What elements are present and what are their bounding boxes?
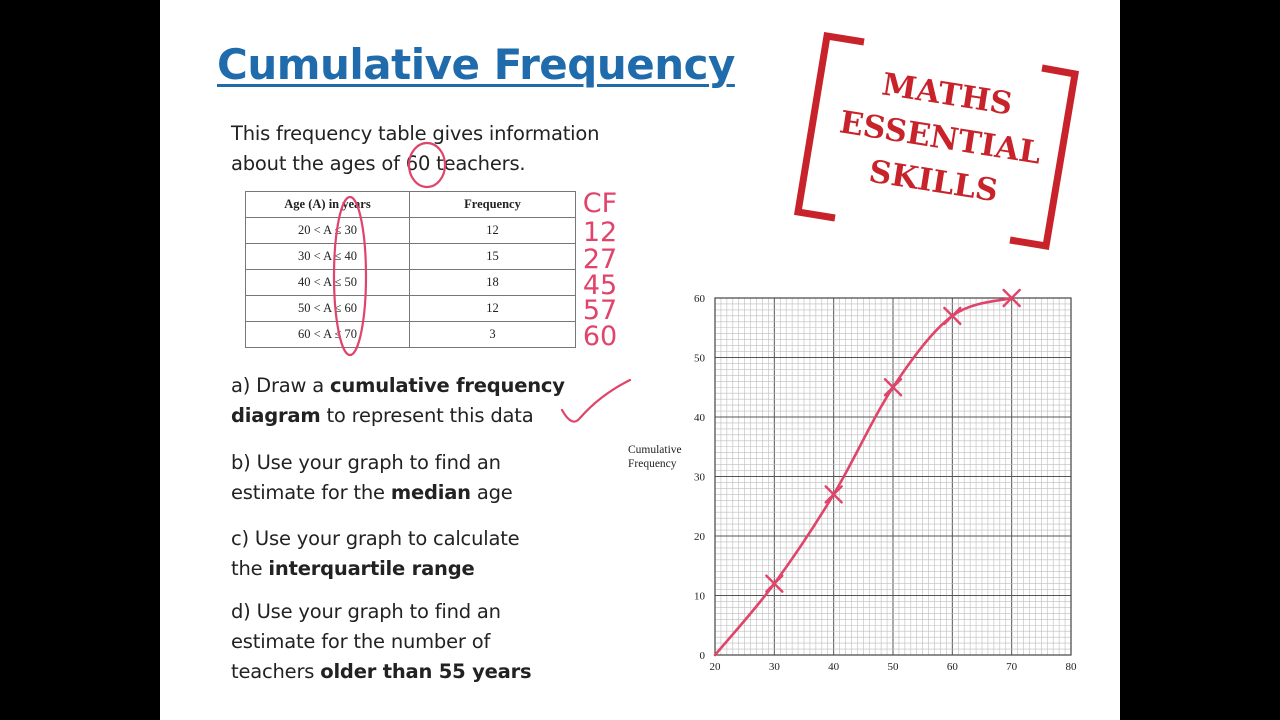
y-axis-label-line-1: Cumulative [628,444,682,456]
y-tick-label: 0 [700,650,706,662]
question-a-end: to represent this data [320,404,534,427]
table-row: 50 < A ≤ 60 12 [245,295,576,322]
maths-essential-skills-logo: MATHS ESSENTIAL SKILLS [793,31,1080,251]
x-tick-label: 80 [1066,661,1078,673]
slide: Cumulative Frequency This frequency tabl… [160,0,1120,720]
page-title: Cumulative Frequency [217,40,735,89]
logo-brackets [793,31,1080,251]
table-row: 20 < A ≤ 30 12 [245,217,576,244]
data-point-cross [824,485,843,504]
question-a-keyword: cumulative frequency [330,374,565,397]
question-c-line-1: c) Use your graph to calculate [231,527,520,550]
y-axis-label: Cumulative Frequency [628,443,682,471]
age-cell: 30 < A ≤ 40 [245,243,410,270]
question-d-start: teachers [231,660,321,683]
y-tick-label: 30 [694,472,706,484]
question-d-line-1: d) Use your graph to find an [231,600,501,623]
x-tick-label: 20 [710,661,722,673]
data-point-cross [943,306,962,326]
data-point-cross [883,378,903,397]
data-point-cross [1002,288,1021,308]
intro-line-2-end: teachers. [430,152,526,175]
age-cell: 50 < A ≤ 60 [245,295,410,322]
table-header-row: Age (A) in years Frequency [245,191,576,218]
frequency-table: Age (A) in years Frequency 20 < A ≤ 30 12… [245,191,576,348]
cumulative-frequency-chart: Cumulative Frequency 20 30 40 50 60 70 80 0 10 20… [620,280,1090,680]
cf-value-annotation: 57 [583,295,617,326]
frequency-cell: 18 [409,269,576,296]
frequency-cell: 3 [409,321,576,348]
question-d-keyword: older than 55 years [320,660,532,683]
data-point-cross [765,574,784,593]
intro-teacher-count: 60 [405,152,431,175]
x-tick-label: 30 [769,661,781,673]
intro-line-1: This frequency table gives information [231,122,600,145]
question-b-start: estimate for the [231,481,391,504]
question-a-keyword-2: diagram [231,404,321,427]
question-d: d) Use your graph to find an estimate fo… [231,597,532,687]
cf-value-annotation: 12 [583,217,617,248]
cf-header-annotation: CF [583,188,617,219]
table-row: 40 < A ≤ 50 18 [245,269,576,296]
question-c-keyword: interquartile range [268,557,475,580]
y-tick-label: 40 [694,412,706,424]
question-d-line-2: estimate for the number of [231,630,491,653]
age-cell: 20 < A ≤ 30 [245,217,410,244]
question-a-start: a) Draw a [231,374,331,397]
age-cell: 40 < A ≤ 50 [245,269,410,296]
cf-value-annotation: 27 [583,244,617,275]
plot-border [714,297,1072,656]
question-c: c) Use your graph to calculate the inter… [231,524,520,584]
y-tick-label: 20 [694,531,706,543]
x-tick-label: 40 [828,661,840,673]
frequency-cell: 12 [409,295,576,322]
chart-svg: 20 30 40 50 60 70 80 0 10 20 30 40 50 60 [694,288,1078,673]
header-frequency: Frequency [409,191,576,218]
question-c-start: the [231,557,269,580]
table-row: 30 < A ≤ 40 15 [245,243,576,270]
y-axis-label-line-2: Frequency [628,458,677,470]
logo-line-2: ESSENTIAL [837,104,1043,171]
question-b-line-1: b) Use your graph to find an [231,451,501,474]
y-tick-label: 60 [694,293,706,305]
y-tick-label: 50 [694,353,706,365]
intro-line-2: about the ages of 60 teachers. [231,149,599,179]
frequency-cell: 15 [409,243,576,270]
y-tick-label: 10 [694,591,706,603]
question-b: b) Use your graph to find an estimate fo… [231,448,513,508]
header-age: Age (A) in years [245,191,410,218]
frequency-cell: 12 [409,217,576,244]
table-row: 60 < A ≤ 70 3 [245,321,576,348]
x-tick-label: 70 [1006,661,1018,673]
question-b-end: age [470,481,513,504]
x-tick-label: 50 [888,661,900,673]
question-a: a) Draw a cumulative frequency diagram t… [231,371,565,431]
question-b-keyword: median [390,481,471,504]
intro-line-2-start: about the ages of [231,152,406,175]
cf-value-annotation: 45 [583,270,617,301]
age-cell: 60 < A ≤ 70 [245,321,410,348]
intro-text: This frequency table gives information a… [231,119,599,179]
cf-value-annotation: 60 [583,321,617,352]
x-tick-label: 60 [947,661,959,673]
